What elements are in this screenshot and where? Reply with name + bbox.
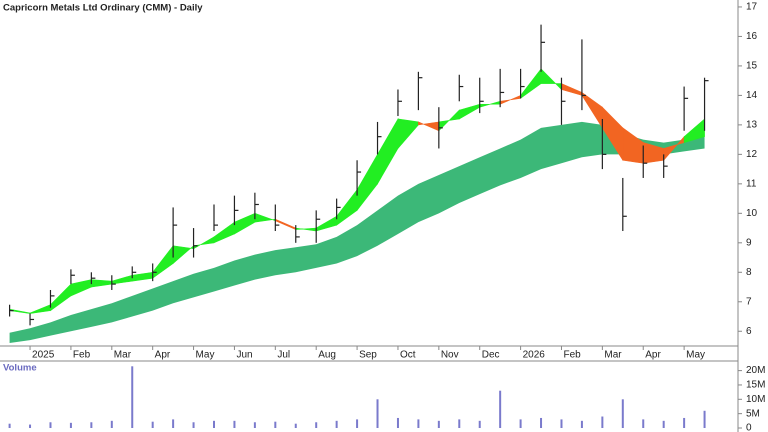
volume-bar — [703, 410, 706, 428]
x-tick-label: Feb — [563, 350, 581, 361]
y-tick-label: 5M — [746, 408, 760, 419]
volume-bar — [192, 422, 195, 428]
y-tick-label: 15M — [746, 380, 765, 391]
volume-bar — [642, 419, 645, 428]
volume-bar — [499, 390, 502, 428]
x-tick-label: Apr — [155, 350, 171, 361]
volume-bar — [621, 399, 624, 428]
volume-bar — [601, 416, 604, 428]
volume-bar — [151, 421, 154, 428]
x-tick-label: Jul — [277, 350, 290, 361]
y-tick-label: 6 — [746, 326, 752, 337]
plot-layer: 6 7 8 9 10 11 12 13 14 15 16 17 2025 Feb Mar Apr May Jun J… — [8, 2, 765, 432]
x-tick-label: Mar — [114, 350, 132, 361]
y-tick-label: 15 — [746, 61, 758, 72]
y-tick-label: 12 — [746, 149, 758, 160]
slow-ribbon — [9, 121, 705, 344]
volume-bar — [396, 417, 399, 428]
x-tick-label: 2026 — [523, 350, 546, 361]
volume-bar — [233, 420, 236, 428]
x-tick-label: Dec — [482, 350, 500, 361]
volume-bar — [683, 417, 686, 428]
volume-bar — [662, 420, 665, 428]
y-tick-label: 11 — [746, 178, 757, 189]
x-tick-label: Feb — [73, 350, 91, 361]
x-tick-label: Nov — [441, 350, 459, 361]
volume-bar — [8, 423, 11, 428]
x-tick-label: Mar — [604, 350, 622, 361]
y-tick-label: 7 — [746, 296, 752, 307]
volume-bar — [458, 419, 461, 428]
y-tick-label: 13 — [746, 120, 758, 131]
volume-bar — [274, 421, 277, 428]
volume-bar — [335, 420, 338, 428]
x-tick-label: Oct — [400, 350, 416, 361]
x-tick-label: Sep — [359, 350, 377, 361]
y-tick-label: 0 — [746, 423, 752, 432]
volume-bar — [49, 422, 52, 428]
volume-bar — [519, 419, 522, 428]
chart-title: Capricorn Metals Ltd Ordinary (CMM) - Da… — [3, 3, 203, 14]
volume-bar — [580, 420, 583, 428]
volume-bar — [437, 420, 440, 428]
volume-bar — [131, 366, 134, 428]
y-tick-label: 10 — [746, 208, 758, 219]
volume-bar — [172, 419, 175, 428]
x-tick-label: Apr — [645, 350, 661, 361]
volume-bar — [213, 420, 215, 428]
volume-bar — [478, 420, 481, 428]
y-tick-label: 10M — [746, 394, 765, 405]
fast-ribbon-segment — [683, 118, 705, 143]
volume-bar — [253, 422, 256, 428]
volume-bar — [69, 422, 72, 428]
x-tick-label: 2025 — [32, 350, 55, 361]
y-tick-label: 20M — [746, 365, 765, 376]
y-tick-label: 17 — [746, 2, 758, 13]
x-tick-label: Jun — [236, 350, 252, 361]
volume-bar — [294, 423, 297, 428]
y-tick-label: 9 — [746, 237, 752, 248]
volume-title: Volume — [3, 363, 37, 374]
x-tick-label: May — [686, 350, 705, 361]
volume-bar — [90, 422, 93, 428]
volume-bar — [376, 399, 379, 428]
x-tick-label: May — [196, 350, 215, 361]
volume-bar — [560, 419, 563, 428]
volume-bar — [417, 419, 420, 428]
volume-bar — [315, 422, 318, 428]
y-tick-label: 16 — [746, 31, 758, 42]
volume-bar — [110, 420, 113, 428]
x-tick-label: Aug — [318, 350, 336, 361]
y-tick-label: 8 — [746, 267, 752, 278]
volume-bar — [356, 419, 359, 428]
volume-bar — [540, 417, 543, 428]
volume-bar — [29, 424, 32, 428]
y-tick-label: 14 — [746, 90, 758, 101]
